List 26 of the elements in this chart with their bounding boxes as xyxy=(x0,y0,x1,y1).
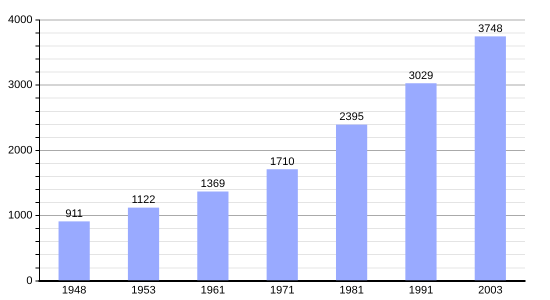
data-label: 1122 xyxy=(132,194,156,206)
x-tick-label: 1953 xyxy=(131,284,156,296)
x-tick-label: 1971 xyxy=(270,284,294,296)
bar xyxy=(474,36,506,280)
bar xyxy=(336,124,368,280)
data-label: 3029 xyxy=(408,70,434,82)
x-tick-label: 1981 xyxy=(339,284,364,296)
data-label: 3748 xyxy=(478,22,503,35)
data-label: 1369 xyxy=(200,178,226,190)
x-tick-label: 2003 xyxy=(478,284,503,296)
x-tick-label: 1948 xyxy=(62,284,86,296)
y-tick-label: 0 xyxy=(26,274,32,287)
bar xyxy=(58,221,90,280)
data-label: 911 xyxy=(65,208,83,220)
data-label: 2395 xyxy=(339,111,364,124)
bar xyxy=(197,192,228,280)
x-tick-label: 1991 xyxy=(408,284,434,296)
bar xyxy=(405,83,437,280)
y-tick-label: 1000 xyxy=(8,210,32,222)
y-tick-label: 4000 xyxy=(8,14,32,26)
data-label: 1710 xyxy=(270,156,294,168)
bar xyxy=(128,208,160,280)
y-tick-label: 3000 xyxy=(8,79,32,92)
y-tick-label: 2000 xyxy=(8,144,32,156)
x-tick-label: 1961 xyxy=(200,284,226,296)
bar xyxy=(266,169,298,280)
